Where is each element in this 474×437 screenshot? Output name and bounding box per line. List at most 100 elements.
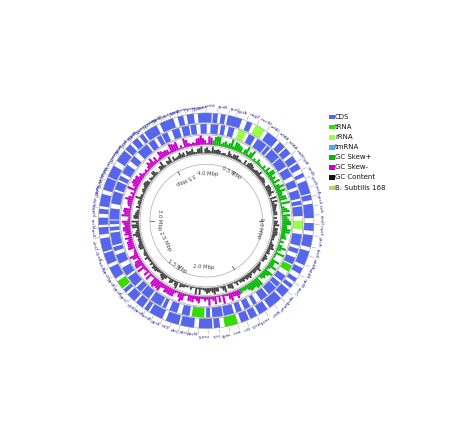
Wedge shape bbox=[264, 185, 265, 187]
Text: vmlR: vmlR bbox=[306, 166, 314, 177]
Wedge shape bbox=[172, 156, 175, 162]
Wedge shape bbox=[294, 173, 304, 180]
Wedge shape bbox=[163, 284, 166, 289]
Wedge shape bbox=[279, 197, 287, 201]
Wedge shape bbox=[157, 159, 160, 162]
Wedge shape bbox=[146, 180, 151, 184]
Wedge shape bbox=[164, 150, 168, 156]
Text: GC Skew+: GC Skew+ bbox=[335, 154, 372, 160]
Wedge shape bbox=[282, 227, 287, 229]
Wedge shape bbox=[261, 259, 264, 262]
Text: pksJ: pksJ bbox=[170, 328, 179, 334]
Wedge shape bbox=[251, 169, 255, 172]
Text: ganB: ganB bbox=[150, 113, 162, 122]
Wedge shape bbox=[155, 281, 162, 289]
Wedge shape bbox=[232, 154, 236, 159]
Wedge shape bbox=[134, 187, 137, 190]
Wedge shape bbox=[280, 201, 281, 203]
Wedge shape bbox=[189, 286, 191, 287]
Wedge shape bbox=[255, 171, 259, 176]
Wedge shape bbox=[263, 256, 268, 260]
Text: 3.0 Mbp: 3.0 Mbp bbox=[157, 209, 163, 230]
Wedge shape bbox=[143, 193, 145, 195]
Wedge shape bbox=[273, 217, 277, 219]
Wedge shape bbox=[141, 264, 145, 267]
Wedge shape bbox=[151, 264, 156, 269]
Wedge shape bbox=[251, 125, 265, 139]
Text: metE: metE bbox=[258, 315, 270, 325]
Wedge shape bbox=[174, 142, 179, 150]
Wedge shape bbox=[204, 140, 206, 145]
Wedge shape bbox=[144, 301, 153, 312]
Wedge shape bbox=[282, 225, 287, 227]
Wedge shape bbox=[137, 265, 146, 273]
Wedge shape bbox=[281, 205, 282, 207]
Wedge shape bbox=[123, 227, 131, 229]
Wedge shape bbox=[231, 146, 235, 150]
Circle shape bbox=[120, 135, 292, 306]
Wedge shape bbox=[235, 155, 239, 161]
Wedge shape bbox=[194, 296, 196, 299]
Wedge shape bbox=[260, 177, 264, 181]
Wedge shape bbox=[250, 166, 254, 170]
Wedge shape bbox=[191, 149, 194, 155]
Wedge shape bbox=[159, 161, 165, 168]
Text: polA: polA bbox=[113, 143, 122, 153]
Wedge shape bbox=[266, 265, 271, 269]
Wedge shape bbox=[267, 190, 272, 193]
Wedge shape bbox=[268, 191, 274, 195]
Wedge shape bbox=[278, 194, 283, 197]
Wedge shape bbox=[251, 281, 256, 288]
Text: menD: menD bbox=[143, 116, 156, 126]
Wedge shape bbox=[128, 200, 133, 203]
Wedge shape bbox=[272, 235, 275, 237]
Wedge shape bbox=[277, 246, 286, 251]
Wedge shape bbox=[240, 278, 243, 282]
Wedge shape bbox=[168, 288, 173, 296]
Wedge shape bbox=[235, 290, 240, 298]
Wedge shape bbox=[129, 207, 132, 209]
Wedge shape bbox=[258, 274, 263, 279]
Wedge shape bbox=[265, 251, 270, 255]
Wedge shape bbox=[210, 124, 219, 135]
Wedge shape bbox=[274, 271, 286, 281]
Wedge shape bbox=[244, 121, 253, 132]
Wedge shape bbox=[255, 277, 263, 285]
Wedge shape bbox=[137, 210, 140, 212]
Text: fdhF: fdhF bbox=[269, 308, 280, 317]
Wedge shape bbox=[108, 166, 122, 180]
Wedge shape bbox=[235, 281, 239, 286]
Wedge shape bbox=[158, 172, 160, 173]
Wedge shape bbox=[157, 135, 165, 146]
Wedge shape bbox=[295, 249, 310, 265]
Wedge shape bbox=[136, 206, 140, 208]
Wedge shape bbox=[231, 291, 235, 297]
Wedge shape bbox=[152, 170, 157, 176]
Text: dhbF: dhbF bbox=[168, 107, 180, 114]
Wedge shape bbox=[168, 160, 171, 164]
Wedge shape bbox=[217, 287, 219, 292]
Wedge shape bbox=[157, 151, 163, 159]
Text: srfAB: srfAB bbox=[279, 132, 290, 142]
Wedge shape bbox=[222, 304, 234, 316]
Wedge shape bbox=[289, 190, 301, 201]
Text: B. Subtilis 168: B. Subtilis 168 bbox=[335, 184, 386, 191]
Wedge shape bbox=[226, 115, 242, 128]
Wedge shape bbox=[126, 144, 137, 156]
Text: valS: valS bbox=[102, 160, 110, 170]
Wedge shape bbox=[227, 284, 230, 289]
Wedge shape bbox=[254, 278, 261, 286]
Wedge shape bbox=[179, 282, 181, 284]
Wedge shape bbox=[134, 248, 136, 250]
Wedge shape bbox=[139, 175, 144, 179]
Wedge shape bbox=[132, 194, 135, 197]
Wedge shape bbox=[246, 163, 250, 167]
Text: 1.0 Mbp: 1.0 Mbp bbox=[255, 217, 264, 239]
Text: nagZ: nagZ bbox=[248, 113, 260, 121]
Wedge shape bbox=[274, 184, 280, 188]
Wedge shape bbox=[149, 177, 153, 181]
Wedge shape bbox=[206, 288, 208, 294]
Text: GC Content: GC Content bbox=[335, 174, 375, 180]
Wedge shape bbox=[246, 274, 249, 278]
Wedge shape bbox=[133, 215, 139, 217]
